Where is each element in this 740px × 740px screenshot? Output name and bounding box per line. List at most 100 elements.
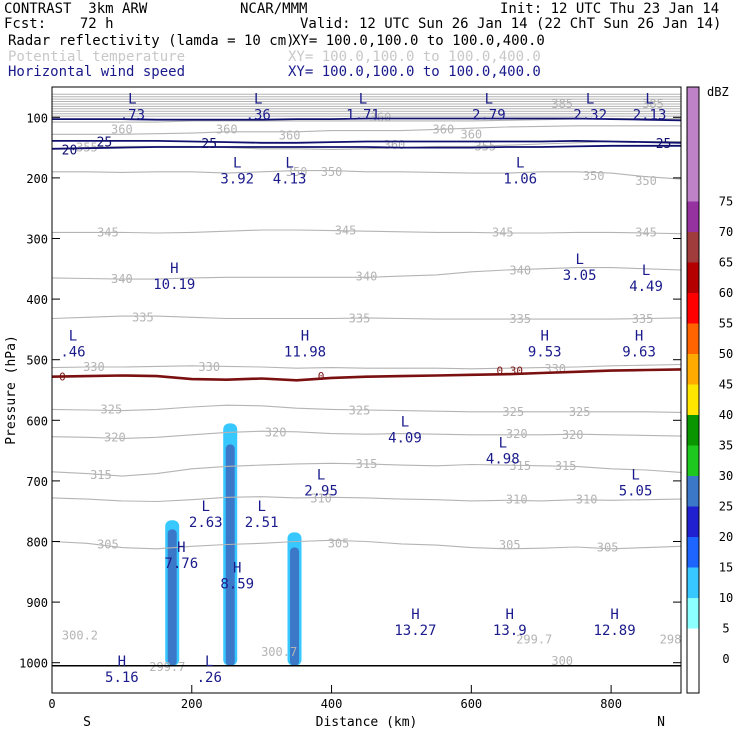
theta-layer: 350 350 350 350 345 345 345 345 340 340 340 335 335 3… <box>51 93 682 674</box>
theta-label: 305 <box>499 538 521 552</box>
hl-value: 2.79 <box>472 107 506 123</box>
theta-label: 325 <box>101 402 123 416</box>
theta-label: 340 <box>509 264 531 278</box>
colorbar-segment-35 <box>687 415 699 446</box>
x-tick-label: 200 <box>181 697 203 711</box>
freezing-label: 0 <box>318 370 325 383</box>
hl-value: 13.27 <box>394 623 436 639</box>
hl-marker: L <box>631 468 639 484</box>
field-wind-name: Horizontal wind speed <box>8 64 186 80</box>
theta-label: 360 <box>216 122 238 136</box>
y-tick-label: 800 <box>26 536 48 550</box>
colorbar-segment-30 <box>687 445 699 476</box>
freezing-layer: 0 0 0.30 <box>51 365 682 667</box>
x-axis-title: Distance (km) <box>316 715 418 730</box>
theta-label: 340 <box>111 272 133 286</box>
colorbar-segment-75 <box>687 87 699 202</box>
wind-contour-25 <box>52 139 682 144</box>
theta-label: 330 <box>198 360 220 374</box>
high-low-layer: L.73L.36L1.71L2.79L2.32L2.13L3.92L4.13L1… <box>60 91 666 685</box>
theta-label: 360 <box>460 127 482 141</box>
theta-label: 315 <box>509 459 531 473</box>
colorbar-frame <box>686 86 700 694</box>
theta-label: 345 <box>335 224 357 238</box>
y-tick-label: 500 <box>26 354 48 368</box>
hl-value: 4.98 <box>486 452 520 468</box>
hl-marker: L <box>645 91 653 107</box>
hl-marker: L <box>575 252 583 268</box>
theta-label: 320 <box>562 428 584 442</box>
colorbar-segment-45 <box>687 354 699 385</box>
hl-value: 3.05 <box>563 268 597 284</box>
hl-value: 2.63 <box>189 515 223 531</box>
hl-value: 3.92 <box>220 172 254 188</box>
theta-label: 335 <box>509 312 531 326</box>
hl-value: 9.63 <box>622 344 656 360</box>
hl-value: 12.89 <box>594 623 636 639</box>
theta-label: 305 <box>97 538 119 552</box>
x-tick-label: 600 <box>460 697 482 711</box>
hl-value: 4.13 <box>273 172 307 188</box>
theta-contour-340 <box>51 267 682 280</box>
colorbar-label-70: 70 <box>719 225 733 239</box>
hl-marker: L <box>128 91 136 107</box>
field-theta-name: Potential temperature <box>8 49 186 65</box>
hl-value: 5.16 <box>105 670 139 686</box>
theta-label: 305 <box>597 541 619 555</box>
colorbar-label-50: 50 <box>719 347 733 361</box>
colorbar-segment-0 <box>687 628 699 659</box>
theta-label: 300.7 <box>261 645 297 659</box>
header-model: CONTRAST 3km ARW <box>4 1 148 17</box>
theta-contour-350 <box>52 170 682 180</box>
hl-value: 2.32 <box>573 107 607 123</box>
hl-marker: L <box>254 91 262 107</box>
colorbar-label-25: 25 <box>719 500 733 514</box>
theta-contour-345 <box>52 229 682 235</box>
y-tick-label: 200 <box>26 172 48 186</box>
hl-value: .26 <box>197 670 222 686</box>
hl-value: 4.09 <box>388 430 422 446</box>
hl-marker: L <box>205 654 213 670</box>
theta-label: 315 <box>90 468 112 482</box>
y-axis-title: Pressure (hPa) <box>4 335 19 445</box>
theta-label: 360 <box>279 128 301 142</box>
hl-value: 8.59 <box>220 576 254 592</box>
hl-marker: H <box>177 540 185 556</box>
colorbar-label-60: 60 <box>719 286 733 300</box>
hl-value: .36 <box>246 107 271 123</box>
reflectivity-core-1 <box>225 444 235 666</box>
colorbar-label-35: 35 <box>719 439 733 453</box>
colorbar-segment-50 <box>687 323 699 354</box>
colorbar-label-75: 75 <box>719 195 733 209</box>
theta-label: 315 <box>356 457 378 471</box>
colorbar-label-65: 65 <box>719 256 733 270</box>
theta-label: 300 <box>551 654 573 668</box>
theta-contour-305 <box>51 539 682 550</box>
hl-marker: H <box>118 654 126 670</box>
colorbar-segment-15 <box>687 537 699 568</box>
wind-label: 25 <box>656 137 672 152</box>
hl-marker: L <box>499 436 507 452</box>
colorbar: dBZ 0 5 10 15 20 25 30 35 40 45 50 55 60 65 70 75 <box>686 85 733 694</box>
hl-marker: L <box>359 91 367 107</box>
freezing-label: 0 <box>59 371 66 384</box>
colorbar-label-55: 55 <box>719 317 733 331</box>
hl-value: 2.13 <box>633 107 667 123</box>
hl-value: 11.98 <box>284 344 326 360</box>
colorbar-label-40: 40 <box>719 408 733 422</box>
theta-label: 305 <box>328 536 350 550</box>
header-forecast: Fcst: 72 h <box>4 16 114 32</box>
theta-label: 320 <box>506 427 528 441</box>
x-tick-label: 800 <box>600 697 622 711</box>
theta-contour-360 <box>52 125 681 135</box>
reflectivity-core-2 <box>290 547 300 666</box>
hl-value: 5.05 <box>619 484 653 500</box>
theta-contour-320 <box>51 430 682 440</box>
hl-value: 1.71 <box>346 107 380 123</box>
theta-label: 345 <box>635 225 657 239</box>
colorbar-label-10: 10 <box>719 591 733 605</box>
theta-label: 315 <box>555 459 577 473</box>
field-theta-xy: XY= 100.0,100.0 to 100.0,400.0 <box>288 49 541 65</box>
theta-contour-315 <box>51 462 682 477</box>
